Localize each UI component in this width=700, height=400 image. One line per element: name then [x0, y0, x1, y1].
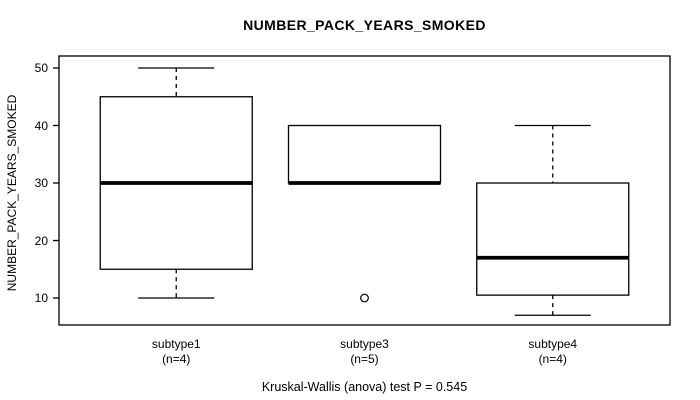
- group-count: (n=4): [162, 352, 191, 366]
- group-count: (n=5): [350, 352, 379, 366]
- group-name: subtype4: [528, 337, 578, 351]
- y-tick-label: 50: [34, 61, 48, 75]
- box-subtype3: [287, 124, 442, 184]
- group-name: subtype1: [151, 337, 201, 351]
- box-subtype4: [476, 182, 630, 296]
- plot-frame: [58, 55, 671, 326]
- group-name: subtype3: [340, 337, 389, 351]
- stat-test-caption: Kruskal-Wallis (anova) test P = 0.545: [261, 380, 468, 394]
- outlier-point: [360, 293, 369, 303]
- y-tick-label: 40: [34, 118, 48, 133]
- group-count: (n=4): [538, 352, 567, 366]
- y-tick-label: 30: [34, 176, 48, 190]
- y-tick-label: 20: [34, 233, 48, 248]
- x-category-label-subtype1: subtype1 (n=4): [96, 337, 256, 367]
- chart-title: NUMBER_PACK_YEARS_SMOKED: [243, 17, 486, 33]
- x-category-label-subtype3: subtype3 (n=5): [285, 337, 445, 367]
- x-category-label-subtype4: subtype4 (n=4): [473, 337, 633, 367]
- y-tick-label: 10: [34, 291, 48, 305]
